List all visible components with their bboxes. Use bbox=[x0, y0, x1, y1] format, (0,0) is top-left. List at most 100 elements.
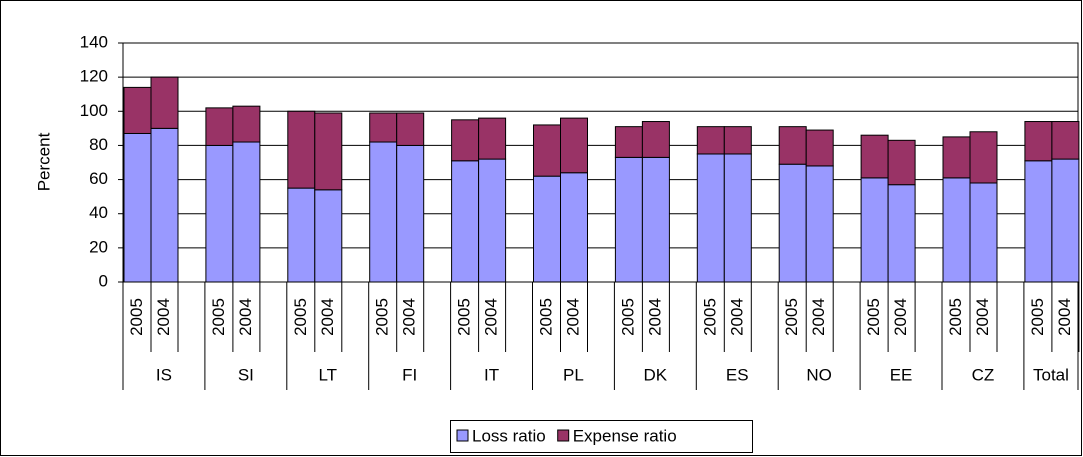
bar-segment bbox=[150, 76, 179, 129]
bar-segment bbox=[614, 126, 643, 158]
bar-segment bbox=[478, 158, 507, 283]
group-label: PL bbox=[563, 365, 584, 384]
x-tick-label: 2005 bbox=[618, 298, 637, 336]
group-label: DK bbox=[644, 365, 668, 384]
x-tick-label: 2005 bbox=[536, 298, 555, 336]
x-tick-label: 2004 bbox=[973, 298, 992, 336]
bar-segment bbox=[205, 144, 234, 283]
y-tick-label: 80 bbox=[89, 135, 108, 154]
legend-swatch bbox=[557, 429, 570, 442]
x-tick-label: 2004 bbox=[400, 298, 419, 336]
y-tick-label: 60 bbox=[89, 169, 108, 188]
x-tick-label: 2005 bbox=[291, 298, 310, 336]
group-label: NO bbox=[806, 365, 832, 384]
x-tick-label: 2004 bbox=[809, 298, 828, 336]
bar-segment bbox=[205, 107, 234, 146]
bar-segment bbox=[533, 124, 561, 177]
group-label: FI bbox=[402, 365, 417, 384]
group-label: LT bbox=[318, 365, 337, 384]
bar-segment bbox=[451, 119, 480, 162]
legend-label: Loss ratio bbox=[472, 426, 546, 445]
bar-segment bbox=[860, 134, 889, 179]
bar-segment bbox=[123, 132, 152, 283]
bar-segment bbox=[150, 127, 179, 283]
bar-segment bbox=[396, 144, 425, 283]
bar-segment bbox=[287, 187, 316, 283]
x-tick-label: 2005 bbox=[946, 298, 965, 336]
bar-segment bbox=[723, 153, 752, 283]
x-tick-label: 2004 bbox=[318, 298, 337, 336]
bar-segment bbox=[696, 153, 725, 283]
x-tick-label: 2004 bbox=[154, 298, 173, 336]
bar-segment bbox=[396, 112, 425, 146]
y-tick-label: 40 bbox=[89, 203, 108, 222]
bar-segment bbox=[887, 184, 916, 283]
bar-segment bbox=[860, 177, 889, 283]
bar-segment bbox=[314, 189, 343, 283]
x-tick-label: 2004 bbox=[645, 298, 664, 336]
plot-area bbox=[122, 42, 1079, 283]
group-label: SI bbox=[238, 365, 254, 384]
bar-segment bbox=[641, 121, 670, 158]
x-tick-label: 2005 bbox=[782, 298, 801, 336]
x-tick-label: 2005 bbox=[864, 298, 883, 336]
y-tick-label: 100 bbox=[80, 101, 108, 120]
bar-segment bbox=[805, 129, 834, 167]
bar-segment bbox=[1024, 121, 1053, 162]
bar-segment bbox=[123, 86, 152, 134]
bar-segment bbox=[232, 141, 261, 283]
x-tick-label: 2005 bbox=[209, 298, 228, 336]
group-label: EE bbox=[890, 365, 913, 384]
y-tick-label: 120 bbox=[80, 67, 108, 86]
bar-segment bbox=[369, 112, 398, 143]
x-tick-label: 2004 bbox=[1055, 298, 1074, 336]
x-tick-label: 2004 bbox=[482, 298, 501, 336]
x-tick-label: 2005 bbox=[373, 298, 392, 336]
bar-segment bbox=[314, 112, 343, 191]
bar-segment bbox=[778, 163, 807, 283]
group-label: IS bbox=[156, 365, 172, 384]
y-tick-label: 140 bbox=[80, 32, 108, 51]
bar-segment bbox=[451, 160, 480, 283]
x-tick-label: 2005 bbox=[700, 298, 719, 336]
x-tick-label: 2004 bbox=[563, 298, 582, 336]
bar-segment bbox=[805, 165, 834, 283]
bar-segment bbox=[641, 156, 670, 283]
x-tick-label: 2005 bbox=[1028, 298, 1047, 336]
bar-segment bbox=[478, 117, 507, 160]
bar-segment bbox=[1024, 160, 1053, 283]
legend-box bbox=[450, 420, 753, 453]
y-tick-label: 20 bbox=[89, 237, 108, 256]
legend-swatch bbox=[456, 429, 469, 442]
group-label: ES bbox=[726, 365, 749, 384]
bar-segment bbox=[232, 105, 261, 143]
x-tick-label: 2004 bbox=[236, 298, 255, 336]
bar-segment bbox=[778, 126, 807, 165]
bar-segment bbox=[560, 117, 588, 174]
bar-segment bbox=[969, 182, 998, 283]
y-axis-label: Percent bbox=[34, 132, 53, 191]
group-label: CZ bbox=[972, 365, 995, 384]
bar-segment bbox=[942, 136, 971, 179]
x-tick-label: 2005 bbox=[127, 298, 146, 336]
x-tick-label: 2004 bbox=[891, 298, 910, 336]
x-tick-label: 2005 bbox=[455, 298, 474, 336]
bar-segment bbox=[1051, 158, 1080, 283]
bar-segment bbox=[560, 172, 588, 283]
bar-segment bbox=[723, 126, 752, 155]
x-tick-label: 2004 bbox=[727, 298, 746, 336]
bar-segment bbox=[533, 175, 561, 283]
group-label: Total bbox=[1033, 365, 1069, 384]
bar-segment bbox=[614, 156, 643, 283]
bar-segment bbox=[369, 141, 398, 283]
bar-segment bbox=[942, 177, 971, 283]
y-tick-label: 0 bbox=[99, 271, 108, 290]
group-label: IT bbox=[484, 365, 499, 384]
bar-segment bbox=[969, 131, 998, 184]
bar-segment bbox=[287, 110, 316, 189]
legend-label: Expense ratio bbox=[573, 426, 677, 445]
bar-segment bbox=[696, 126, 725, 155]
bar-segment bbox=[887, 139, 916, 186]
bar-segment bbox=[1051, 121, 1080, 160]
